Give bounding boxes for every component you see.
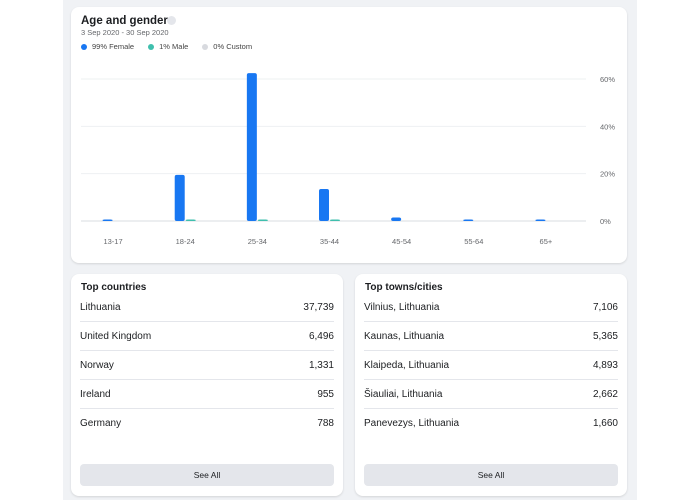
info-icon[interactable] xyxy=(167,16,176,25)
x-tick-label: 65+ xyxy=(540,237,553,246)
custom-dot-icon xyxy=(202,43,209,50)
female-dot-icon xyxy=(81,43,87,50)
list-item: Kaunas, Lithuania 5,365 xyxy=(364,322,618,351)
date-range: 3 Sep 2020 - 30 Sep 2020 xyxy=(81,28,169,37)
list-item: Ireland 955 xyxy=(80,380,334,409)
country-name: United Kingdom xyxy=(80,330,152,342)
list-item: Norway 1,331 xyxy=(80,351,334,380)
town-value: 7,106 xyxy=(592,301,618,313)
top-towns-card: Top towns/cities Vilnius, Lithuania 7,106… xyxy=(355,274,627,496)
top-towns-title: Top towns/cities xyxy=(365,282,443,293)
y-tick-label: 20% xyxy=(600,170,615,179)
town-value: 1,660 xyxy=(592,417,618,429)
country-value: 1,331 xyxy=(308,359,334,371)
town-value: 5,365 xyxy=(592,330,618,342)
bar-male-25-34[interactable] xyxy=(257,219,268,222)
list-item: Lithuania 37,739 xyxy=(80,293,334,322)
bar-male-35-44[interactable] xyxy=(330,219,340,222)
list-item: United Kingdom 6,496 xyxy=(80,322,334,351)
town-value: 2,662 xyxy=(592,388,618,400)
see-all-countries-button[interactable]: See All xyxy=(80,464,334,486)
bar-female-45-54[interactable] xyxy=(391,217,402,221)
legend-custom-label: 0% Custom xyxy=(213,42,253,51)
bar-male-18-24[interactable] xyxy=(185,219,196,222)
town-name: Vilnius, Lithuania xyxy=(364,301,440,313)
country-name: Lithuania xyxy=(80,301,121,313)
chart-legend: 99% Female 1% Male 0% Custom xyxy=(81,42,252,51)
top-countries-card: Top countries Lithuania 37,739 United Kin… xyxy=(71,274,343,496)
x-tick-label: 45-54 xyxy=(392,237,411,246)
age-gender-chart: 0% 20% 40% 60% 13-17 18-24 25-34 35-44 45-54 55-6… xyxy=(81,73,615,246)
age-gender-title: Age and gender xyxy=(81,15,168,27)
list-item: Germany 788 xyxy=(80,409,334,437)
male-dot-icon xyxy=(148,43,155,50)
town-value: 4,893 xyxy=(592,359,618,371)
list-item: Klaipeda, Lithuania 4,893 xyxy=(364,351,618,380)
legend-male: 1% Male xyxy=(148,42,188,51)
country-value: 788 xyxy=(317,417,334,429)
list-item: Panevezys, Lithuania 1,660 xyxy=(364,409,618,437)
country-value: 37,739 xyxy=(303,301,334,313)
x-tick-label: 55-64 xyxy=(464,237,483,246)
legend-custom: 0% Custom xyxy=(202,42,252,51)
y-tick-label: 60% xyxy=(600,75,615,84)
top-countries-title: Top countries xyxy=(81,282,147,293)
country-value: 955 xyxy=(317,388,334,400)
x-tick-label: 35-44 xyxy=(320,237,339,246)
town-name: Panevezys, Lithuania xyxy=(364,417,460,429)
bar-female-13-17[interactable] xyxy=(102,219,113,222)
list-item: Vilnius, Lithuania 7,106 xyxy=(364,293,618,322)
bar-female-18-24[interactable] xyxy=(174,174,185,221)
country-name: Germany xyxy=(80,417,122,429)
x-tick-label: 25-34 xyxy=(248,237,267,246)
country-name: Norway xyxy=(80,359,114,371)
x-tick-label: 18-24 xyxy=(176,237,195,246)
country-name: Ireland xyxy=(80,388,111,400)
town-name: Klaipeda, Lithuania xyxy=(364,359,450,371)
y-tick-label: 40% xyxy=(600,122,615,131)
age-gender-card: Age and gender 3 Sep 2020 - 30 Sep 2020 … xyxy=(71,7,627,263)
bar-female-65+[interactable] xyxy=(535,219,546,222)
town-name: Kaunas, Lithuania xyxy=(364,330,445,342)
bar-female-55-64[interactable] xyxy=(463,219,474,222)
bar-female-35-44[interactable] xyxy=(319,189,329,221)
y-tick-label: 0% xyxy=(600,217,611,226)
legend-male-label: 1% Male xyxy=(159,42,189,51)
see-all-towns-button[interactable]: See All xyxy=(364,464,618,486)
bar-female-25-34[interactable] xyxy=(246,73,257,221)
x-tick-label: 13-17 xyxy=(103,237,122,246)
legend-female: 99% Female xyxy=(81,42,134,51)
towns-list: Vilnius, Lithuania 7,106 Kaunas, Lithuani… xyxy=(364,293,618,437)
countries-list: Lithuania 37,739 United Kingdom 6,496 Norw… xyxy=(80,293,334,437)
legend-female-label: 99% Female xyxy=(92,42,135,51)
list-item: Šiauliai, Lithuania 2,662 xyxy=(364,380,618,409)
country-value: 6,496 xyxy=(308,330,334,342)
town-name: Šiauliai, Lithuania xyxy=(364,388,443,400)
